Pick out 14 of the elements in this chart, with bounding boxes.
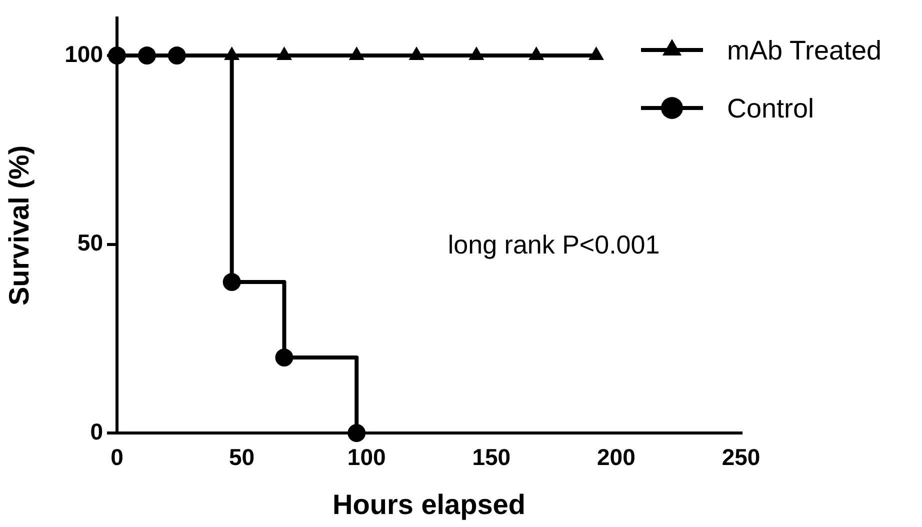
y-axis-title: Survival (%) (4, 145, 35, 306)
x-tick-label: 100 (347, 444, 386, 470)
x-tick-label: 200 (597, 444, 636, 470)
legend-label: Control (727, 93, 814, 124)
x-tick-label: 250 (722, 444, 760, 470)
y-tick-label: 100 (64, 40, 103, 67)
x-tick-label: 0 (110, 444, 124, 470)
x-tick-label: 50 (229, 444, 255, 470)
x-axis-title: Hours elapsed (332, 488, 526, 520)
legend-label: mAb Treated (727, 35, 882, 66)
y-tick-label: 50 (77, 230, 103, 256)
y-tick-label: 0 (90, 418, 103, 444)
annotation: long rank P<0.001 (448, 229, 660, 260)
x-tick-label: 150 (472, 444, 511, 470)
